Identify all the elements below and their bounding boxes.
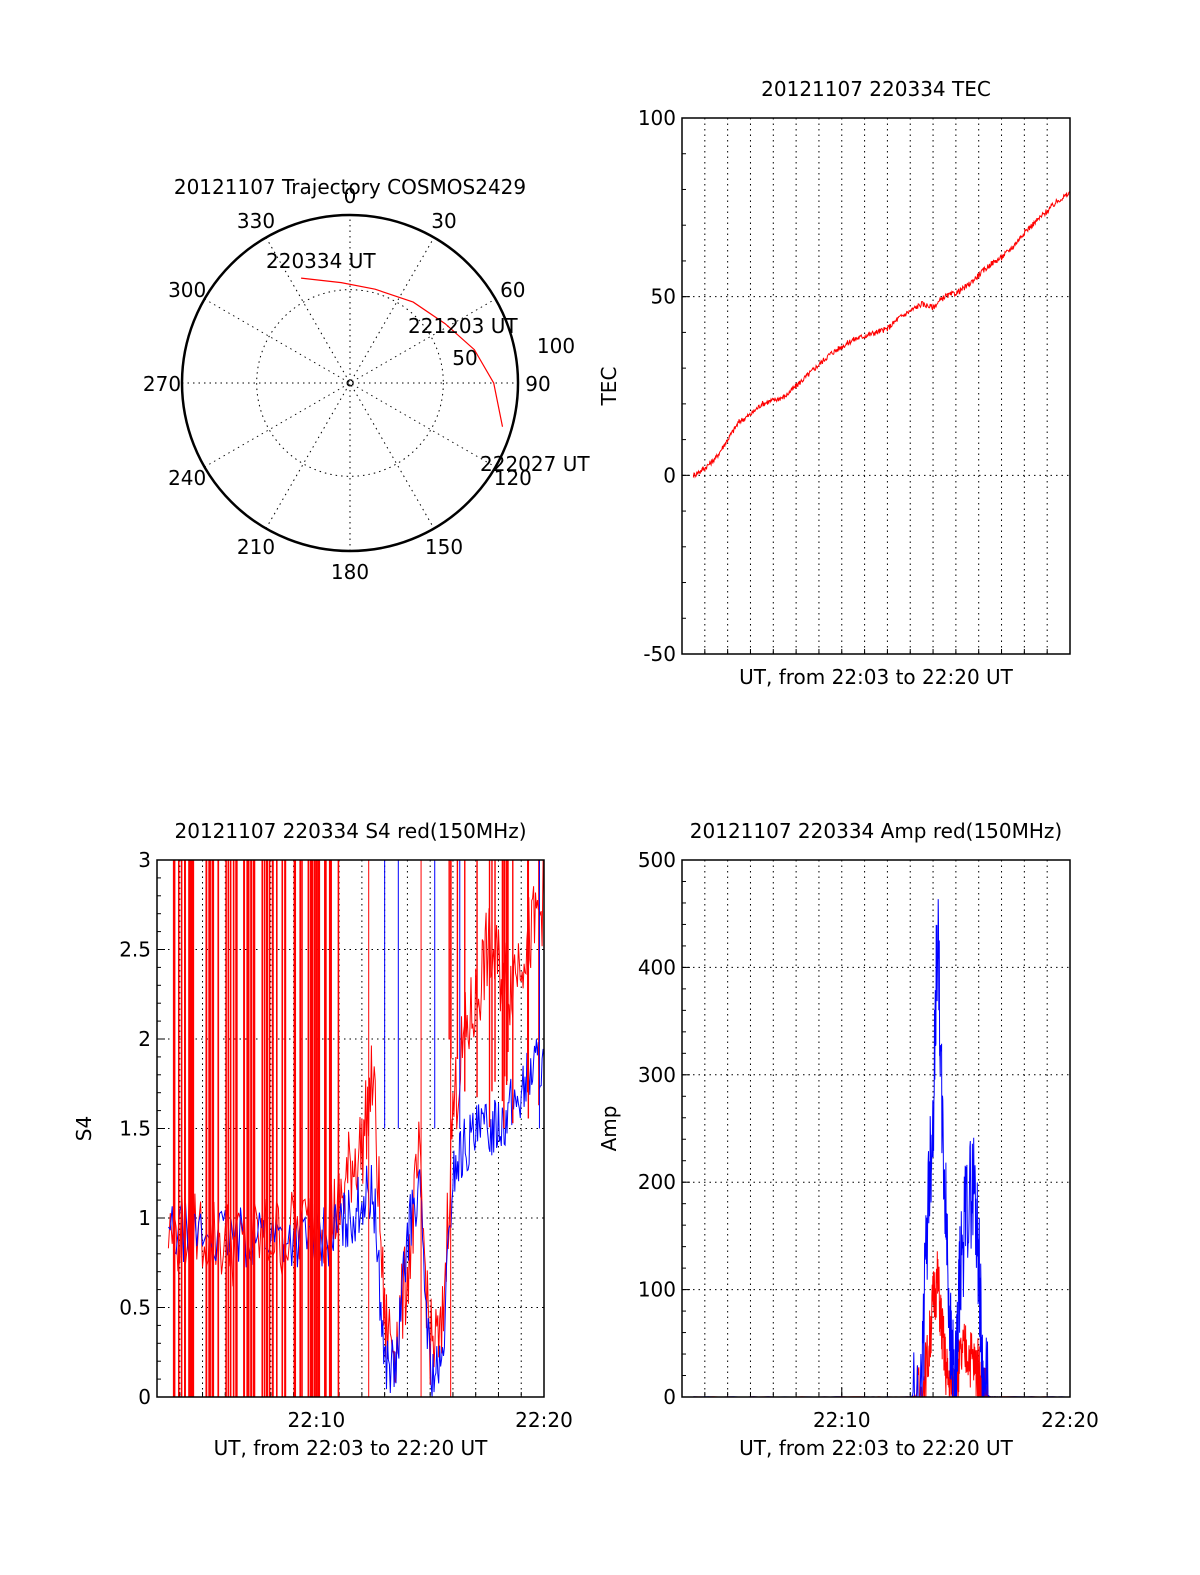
x-tick-label: 22:10 [813,1408,871,1432]
angle-label: 60 [500,278,525,302]
x-axis-label: UT, from 22:03 to 22:20 UT [739,1436,1014,1460]
plot-frame [681,117,1071,655]
y-tick-label: 200 [638,1170,676,1194]
y-tick-label: -50 [643,642,676,666]
tec-plot: 20121107 220334 TEC 100 50 0 -50 UT, from 22:… [597,77,1071,689]
y-tick-label: 50 [651,285,676,309]
angle-label: 270 [143,372,181,396]
chart-title: 20121107 220334 TEC [761,77,991,101]
angle-label: 180 [331,560,369,584]
x-axis-label: UT, from 22:03 to 22:20 UT [739,665,1014,689]
y-tick-label: 0.5 [119,1296,151,1320]
amp-plot: 20121107 220334 Amp red(150MHz) 500 400 300… [597,819,1099,1460]
y-tick-label: 0 [138,1385,151,1409]
trajectory-annotation: 220334 UT [266,249,376,273]
series-line [167,859,545,1386]
angle-label: 30 [431,209,456,233]
grid-ring-50 [256,289,444,477]
chart-title: 20121107 220334 Amp red(150MHz) [690,819,1062,843]
angle-label: 300 [168,278,206,302]
y-tick-label: 300 [638,1063,676,1087]
y-tick-label: 0 [663,463,676,487]
center-mark [346,379,354,387]
series-line [693,1251,1070,1398]
angle-label: 330 [237,209,275,233]
y-tick-label: 400 [638,955,676,979]
y-axis-label: Amp [597,1106,621,1152]
radial-gridline [265,237,435,529]
series-line [692,191,1071,479]
s4-plot: 20121107 220334 S4 red(150MHz) 3 2.5 2 1.5 1 0… [72,819,573,1460]
y-tick-label: 500 [638,848,676,872]
series-line [693,899,1070,1398]
trajectory-annotation: 221203 UT [408,314,518,338]
y-tick-label: 0 [663,1385,676,1409]
y-tick-label: 3 [138,848,151,872]
plot-frame [681,859,1071,1398]
chart-title: 20121107 Trajectory COSMOS2429 [174,175,526,199]
y-tick-label: 2 [138,1027,151,1051]
y-tick-label: 100 [638,106,676,130]
y-axis-label: TEC [597,367,621,407]
x-axis-label: UT, from 22:03 to 22:20 UT [214,1436,489,1460]
x-tick-label: 22:20 [515,1408,573,1432]
angle-label: 240 [168,466,206,490]
y-tick-label: 1 [138,1206,151,1230]
x-tick-label: 22:10 [288,1408,346,1432]
plot-frame [156,859,545,1398]
radial-gridline [204,298,496,468]
y-tick-label: 2.5 [119,938,151,962]
angle-label: 150 [425,535,463,559]
x-tick-label: 22:20 [1041,1408,1099,1432]
radial-gridline [265,237,435,529]
radial-label: 100 [537,334,575,358]
y-tick-label: 1.5 [119,1117,151,1141]
radial-label: 50 [452,346,477,370]
y-axis-label: S4 [72,1116,96,1141]
angle-label: 0 [344,184,357,208]
angle-label: 120 [494,466,532,490]
chart-title: 20121107 220334 S4 red(150MHz) [175,819,527,843]
angle-label: 90 [525,372,550,396]
angle-label: 210 [237,535,275,559]
radial-gridline [204,298,496,468]
trajectory-line [301,277,504,427]
trajectory-annotation: 222027 UT [480,452,590,476]
y-tick-label: 100 [638,1278,676,1302]
